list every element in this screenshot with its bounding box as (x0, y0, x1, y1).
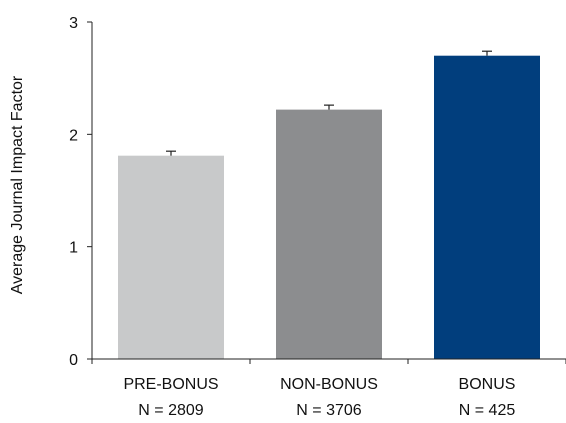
x-sample-size-label: N = 2809 (138, 402, 203, 419)
x-category-label: PRE-BONUS (123, 376, 218, 393)
x-sample-size-label: N = 3706 (296, 402, 361, 419)
y-tick-label: 0 (69, 352, 78, 369)
y-axis-label: Average Journal Impact Factor (9, 75, 26, 294)
bar-pre-bonus (118, 155, 224, 359)
bar-bonus (434, 55, 540, 359)
x-category-label: BONUS (459, 376, 516, 393)
y-tick-label: 1 (69, 240, 78, 257)
x-category-label: NON-BONUS (280, 376, 378, 393)
x-sample-size-label: N = 425 (459, 402, 516, 419)
y-tick-label: 3 (69, 15, 78, 32)
bar-non-bonus (276, 109, 382, 360)
y-tick-label: 2 (69, 127, 78, 144)
